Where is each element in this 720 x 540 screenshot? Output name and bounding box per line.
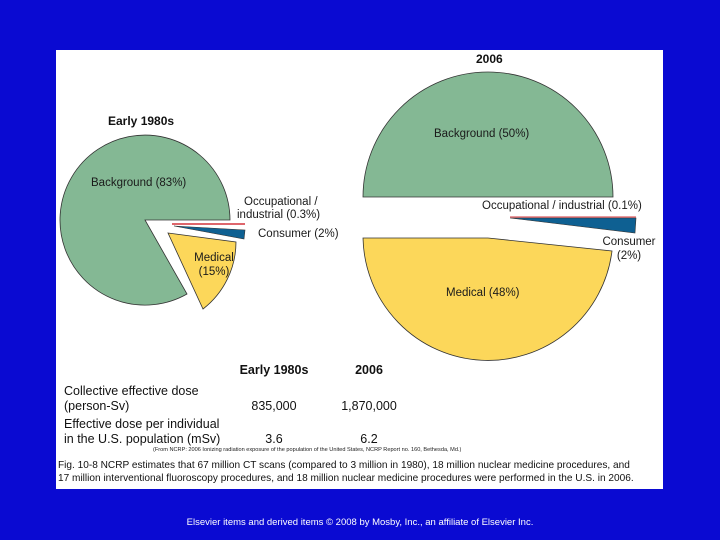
- pie1-occupational-label-line2: industrial (0.3%): [237, 209, 321, 221]
- caption-line2: 17 million interventional fluoroscopy pr…: [58, 472, 634, 484]
- cell-2006: 6.2: [360, 432, 378, 446]
- pie1-title: Early 1980s: [108, 114, 175, 128]
- row-label-line2: in the U.S. population (mSv): [64, 432, 221, 446]
- row-label-line1: Effective dose per individual: [64, 417, 220, 431]
- pie2-background-slice: [362, 71, 614, 198]
- cell-2006: 1,870,000: [341, 399, 397, 413]
- figure-source: (From NCRP: 2006 Ionizing radiation expo…: [153, 447, 462, 453]
- pie1-consumer-label: Consumer (2%): [258, 228, 339, 240]
- table-header-2006: 2006: [355, 363, 383, 377]
- pie2-medical-label: Medical (48%): [446, 287, 520, 299]
- copyright-footer: Elsevier items and derived items © 2008 …: [186, 517, 534, 528]
- pie2-consumer-label-line2: (2%): [616, 250, 642, 262]
- cell-early: 835,000: [251, 399, 297, 413]
- pie1-background-slice: [59, 134, 231, 306]
- table-header-early: Early 1980s: [239, 363, 309, 377]
- row-label-line1: Collective effective dose: [64, 384, 199, 398]
- caption-line1: Fig. 10-8 NCRP estimates that 67 million…: [58, 460, 630, 471]
- table-row: Effective dose per individual in the U.S…: [64, 414, 414, 447]
- pie2-medical-slice: [362, 237, 613, 361]
- row-label: Effective dose per individual in the U.S…: [64, 414, 224, 447]
- pie2-consumer-slice: [509, 217, 637, 234]
- dose-table: Early 1980s 2006 Collective effective do…: [64, 363, 414, 447]
- pie2-title: 2006: [476, 52, 503, 66]
- row-label: Collective effective dose (person-Sv): [64, 384, 224, 414]
- table-header-blank: [64, 363, 224, 384]
- row-label-line2: (person-Sv): [64, 399, 130, 413]
- figure-panel: Early 1980s Background (83%) Occupationa…: [56, 50, 663, 489]
- pie2-background-label: Background (50%): [434, 128, 530, 140]
- cell-early: 3.6: [265, 432, 283, 446]
- pie1-medical-label-line2: (15%): [198, 266, 230, 278]
- table-header-row: Early 1980s 2006: [64, 363, 414, 384]
- table-row: Collective effective dose (person-Sv) 83…: [64, 384, 414, 414]
- pie1-consumer-slice: [173, 225, 246, 240]
- pie1-medical-label-line1: Medical: [194, 252, 234, 264]
- pie1-occupational-label-line1: Occupational /: [244, 196, 318, 208]
- figure-caption: Fig. 10-8 NCRP estimates that 67 million…: [58, 460, 634, 485]
- pie1-medical-slice: [167, 232, 237, 310]
- pie1-background-label: Background (83%): [91, 177, 187, 189]
- pie2-occupational-label: Occupational / industrial (0.1%): [482, 200, 642, 212]
- pie-charts-graphic: [59, 71, 637, 361]
- pie2-consumer-label-line1: Consumer: [602, 236, 656, 248]
